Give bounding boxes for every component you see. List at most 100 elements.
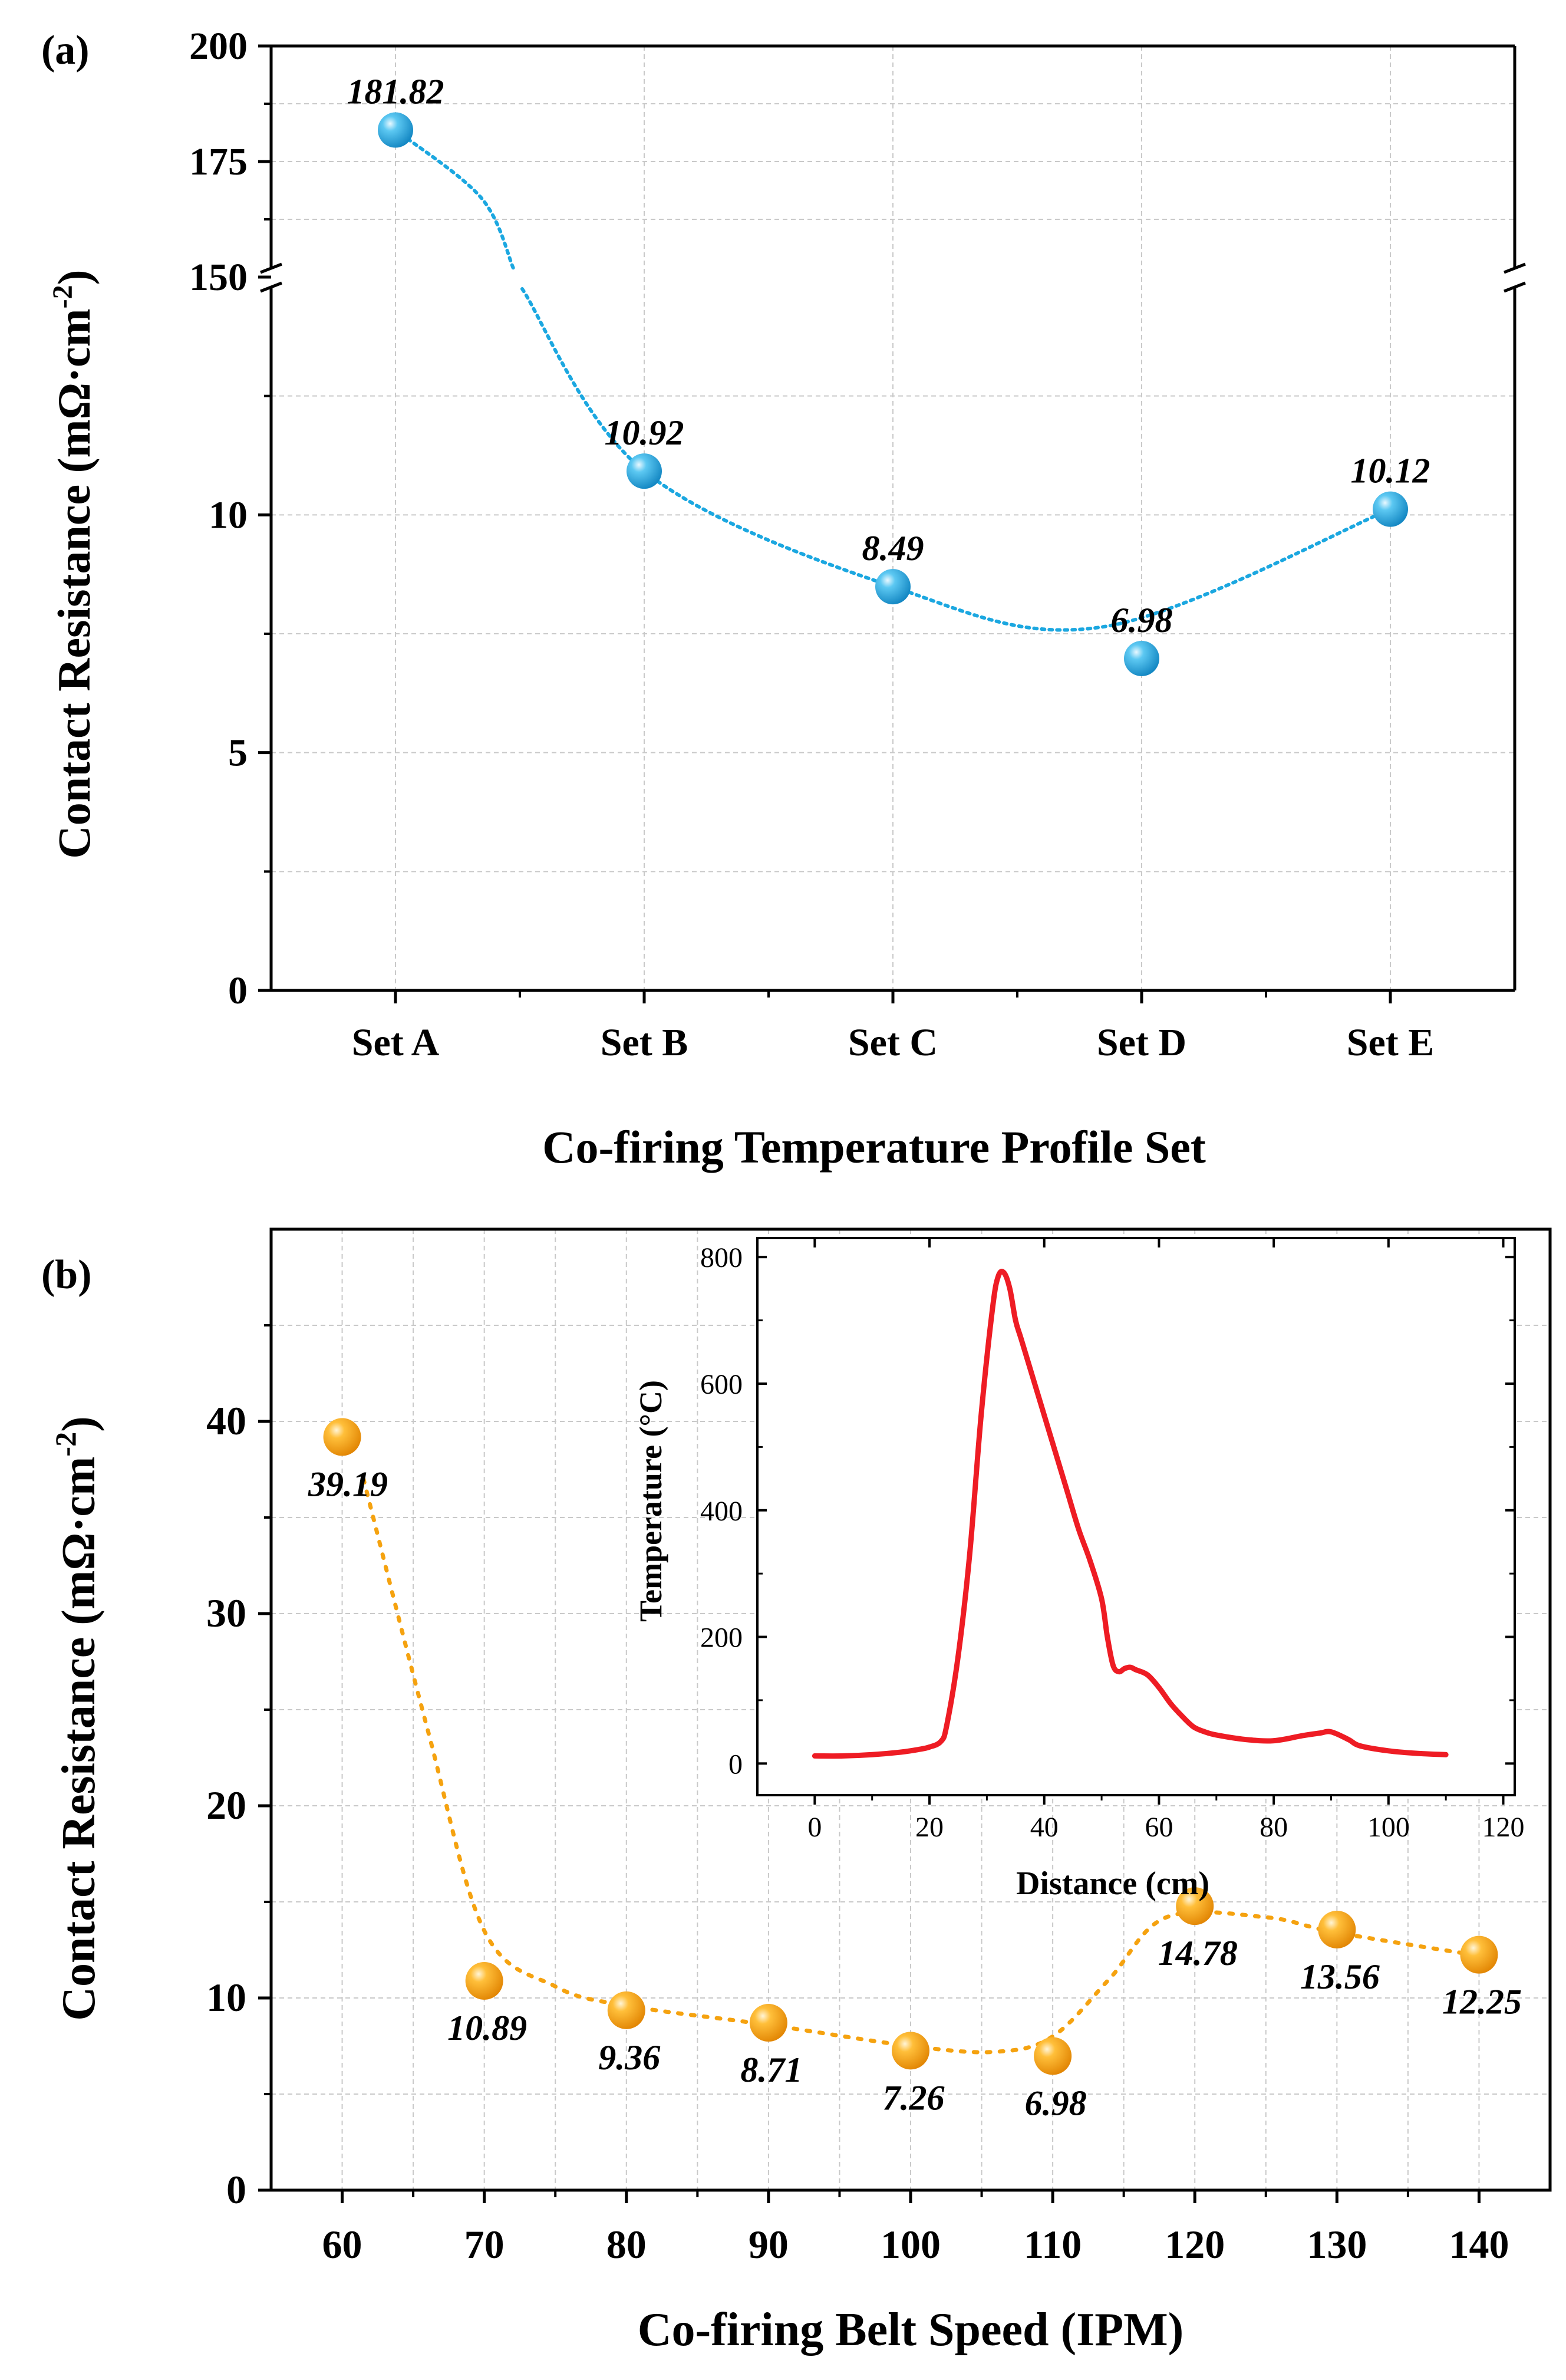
- panel-b-x-tick-label: 110: [1024, 2222, 1082, 2267]
- panel-b-value-label-120: 14.78: [1158, 1934, 1238, 1973]
- panel-a-y-axis-title-main: Contact Resistance (mΩ·cm: [48, 308, 100, 858]
- panel-b-value-label-80: 9.36: [598, 2038, 660, 2077]
- panel-a-data-points: [378, 112, 1408, 676]
- inset-x-ticks: 0 20 40 60 80 100 120: [807, 1238, 1525, 1843]
- panel-b-y-tick-label: 40: [206, 1398, 246, 1443]
- panel-a-value-label-set-b: 10.92: [605, 413, 684, 452]
- inset-y-tick-label: 400: [700, 1496, 743, 1527]
- panel-b-y-axis-title-end: ): [53, 1416, 105, 1432]
- panel-b-value-label-110: 6.98: [1025, 2083, 1087, 2122]
- panel-a-y-axis-title: Contact Resistance (mΩ·cm-2): [47, 269, 100, 858]
- inset-temperature-line: [812, 1269, 1449, 1759]
- panel-a-point-set-b: [627, 453, 662, 489]
- panel-b-x-tick-label: 120: [1165, 2222, 1225, 2267]
- panel-a-y-tick-label: 150: [189, 256, 248, 299]
- panel-a-x-tick-label-set-e: Set E: [1347, 1021, 1435, 1064]
- panel-a-y-axis-title-end: ): [48, 269, 100, 285]
- panel-b-value-label-130: 13.56: [1300, 1957, 1380, 1996]
- inset-x-tick-label: 60: [1145, 1812, 1173, 1843]
- panel-b-x-axis-title: Co-firing Belt Speed (IPM): [638, 2304, 1184, 2356]
- inset-y-tick-label: 600: [700, 1369, 743, 1400]
- inset-x-tick-label: 120: [1482, 1812, 1525, 1843]
- panel-a-point-set-d: [1124, 640, 1159, 676]
- panel-b-x-tick-label: 80: [606, 2222, 647, 2267]
- panel-a-y-tick-label: 10: [209, 493, 248, 536]
- panel-b-point-90: [749, 2004, 787, 2042]
- inset-x-tick-label: 20: [915, 1812, 944, 1843]
- panel-a-axis-break-mark-right: [1504, 262, 1526, 274]
- panel-b-y-ticks: 0 10 20 30 40: [206, 1324, 271, 2212]
- panel-b-value-label-140: 12.25: [1442, 1983, 1522, 2022]
- inset-axes-frame: [756, 1237, 1516, 1796]
- panel-b-y-tick-label: 0: [226, 2167, 246, 2212]
- panel-a-chart: 181.82 10.92 8.49 6.98 10.12 0 5 10 150 175 200 S…: [47, 25, 1526, 1173]
- panel-b-value-label-100: 7.26: [883, 2078, 945, 2117]
- panel-a-point-set-a: [378, 112, 413, 148]
- inset-x-tick-label: 0: [807, 1812, 822, 1843]
- panel-b-x-tick-label: 140: [1449, 2222, 1509, 2267]
- panel-b-value-label-70: 10.89: [447, 2009, 527, 2047]
- panel-b-x-tick-label: 90: [749, 2222, 789, 2267]
- inset-y-tick-label: 0: [728, 1749, 743, 1780]
- panel-a-x-axis-title: Co-firing Temperature Profile Set: [542, 1121, 1206, 1173]
- panel-a-axis-break-mark-right: [1504, 281, 1526, 293]
- panel-b-x-tick-label: 130: [1307, 2222, 1367, 2267]
- inset-temperature-curve: [812, 1269, 1449, 1759]
- panel-a-axis-break-mark-left: [260, 281, 282, 293]
- panel-a-x-tick-label-set-b: Set B: [601, 1021, 688, 1064]
- panel-a-axis-break-mark-left: [260, 262, 282, 274]
- panel-b-point-110: [1034, 2037, 1072, 2075]
- panel-b-inset-chart: 0 200 400 600 800 0 20 40 60 80 100 120 Distance (…: [633, 1237, 1525, 1902]
- panel-b-x-ticks: 60 70 80 90 100 110 120 130 140: [322, 2190, 1509, 2267]
- panel-a-y-tick-label: 0: [228, 969, 248, 1012]
- panel-a-value-labels: 181.82 10.92 8.49 6.98 10.12: [347, 73, 1430, 640]
- panel-a-y-tick-label: 200: [189, 25, 248, 68]
- inset-plot-border: [756, 1237, 1516, 1796]
- panel-b-y-axis-title-main: Contact Resistance (mΩ·cm: [53, 1457, 105, 2021]
- panel-a-value-label-set-d: 6.98: [1111, 601, 1173, 640]
- panel-b-point-100: [892, 2032, 929, 2070]
- panel-a-gridlines: [271, 46, 1515, 990]
- panel-b-point-80: [607, 1991, 645, 2029]
- panel-a-y-tick-label: 175: [189, 140, 248, 183]
- panel-b-y-tick-label: 30: [206, 1591, 246, 1635]
- panel-a-point-set-c: [875, 569, 911, 605]
- panel-b-value-label-90: 8.71: [740, 2050, 802, 2089]
- inset-x-axis-title: Distance (cm): [1016, 1865, 1209, 1902]
- panel-b-point-120: [1176, 1887, 1214, 1925]
- panel-a-x-tick-label-set-c: Set C: [848, 1021, 938, 1064]
- panel-b-point-60: [323, 1418, 361, 1456]
- panel-a-x-ticks: Set A Set B Set C Set D Set E: [352, 990, 1435, 1064]
- panel-b-value-labels: 39.19 10.89 9.36 8.71 7.26 6.98 14.78 13.56 12.2…: [308, 1464, 1522, 2122]
- panel-b-x-tick-label: 60: [322, 2222, 362, 2267]
- panel-a-y-axis-title-superscript: -2: [47, 285, 78, 308]
- inset-y-axis-title: Temperature (°C): [633, 1380, 668, 1622]
- panel-b-x-tick-label: 70: [464, 2222, 505, 2267]
- panel-a-x-tick-label-set-d: Set D: [1097, 1021, 1186, 1064]
- panel-b-x-tick-label: 100: [881, 2222, 941, 2267]
- panel-a-value-label-set-e: 10.12: [1351, 452, 1430, 491]
- inset-y-tick-label: 200: [700, 1622, 743, 1654]
- panel-a-value-label-set-a: 181.82: [347, 73, 444, 111]
- panel-a-y-ticks: 0 5 10 150 175 200: [189, 25, 271, 1012]
- panel-a-fit-curve-upper: [394, 128, 515, 270]
- panel-b-letter: (b): [41, 1252, 92, 1298]
- panel-b-data-points: [323, 1418, 1498, 2075]
- panel-b-point-140: [1460, 1935, 1498, 1974]
- panel-b-point-70: [465, 1961, 503, 2000]
- panel-a-x-tick-label-set-a: Set A: [352, 1021, 440, 1064]
- panel-a-value-label-set-c: 8.49: [862, 529, 924, 568]
- panel-b-chart: 39.19 10.89 9.36 8.71 7.26 6.98 14.78 13.56 12.2…: [49, 1227, 1552, 2356]
- panel-b-value-label-60: 39.19: [308, 1464, 388, 1503]
- inset-x-tick-label: 80: [1260, 1812, 1288, 1843]
- panel-b-y-tick-label: 10: [206, 1975, 246, 2020]
- inset-x-tick-label: 40: [1030, 1812, 1059, 1843]
- panel-a-point-set-e: [1373, 491, 1408, 527]
- panel-a-y-tick-label: 5: [228, 732, 248, 775]
- inset-y-ticks: 0 200 400 600 800: [700, 1242, 1515, 1780]
- inset-y-tick-label: 800: [700, 1242, 743, 1273]
- inset-x-tick-label: 100: [1367, 1812, 1410, 1843]
- panel-a-letter: (a): [41, 28, 90, 73]
- panel-b-y-tick-label: 20: [206, 1783, 246, 1828]
